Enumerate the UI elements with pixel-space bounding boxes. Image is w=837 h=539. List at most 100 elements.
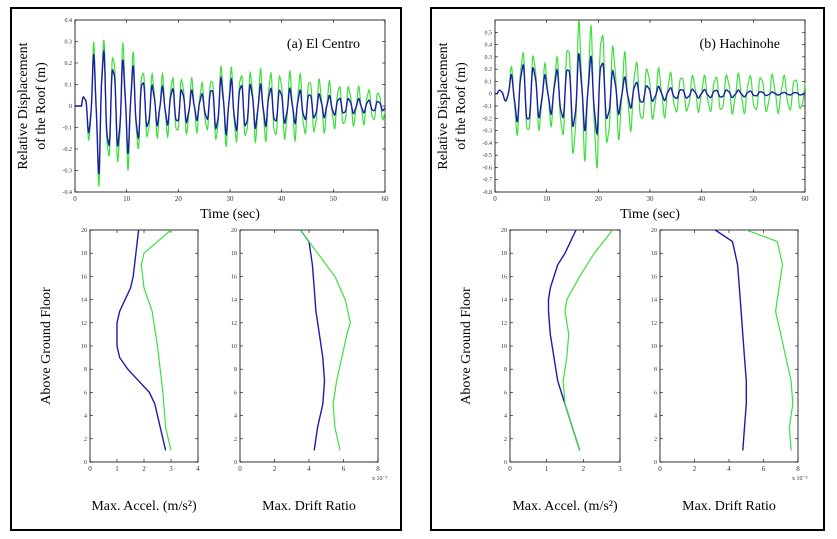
- x-tick-label: 30: [227, 195, 235, 203]
- y-tick-label: 0.1: [485, 79, 493, 85]
- x-tick-label: 50: [330, 195, 338, 203]
- plot-area: [509, 229, 621, 463]
- x-tick-label: 50: [750, 195, 758, 203]
- y-tick-label: 0: [654, 460, 657, 466]
- y-tick-label: 20: [81, 228, 87, 234]
- x-axis-label: Max. Drift Ratio: [682, 499, 776, 514]
- y-tick-label: 0.1: [65, 83, 73, 89]
- x-tick-label: 8: [796, 465, 800, 473]
- x-tick-label: 0: [508, 465, 512, 473]
- series-line-2: [746, 229, 794, 451]
- y-tick-label: 10: [81, 344, 87, 350]
- plot-area: [659, 229, 799, 463]
- x-tick-label: 30: [647, 195, 655, 203]
- y-tick-label: 10: [231, 344, 237, 350]
- y-tick-label: 18: [231, 251, 237, 257]
- x-axis-label: Max. Drift Ratio: [262, 499, 356, 514]
- y-tick-label: 16: [651, 274, 657, 280]
- y-tick-label: 0.4: [65, 18, 73, 24]
- x-tick-label: 0: [238, 465, 242, 473]
- x-multiplier: x 10⁻³: [792, 476, 808, 482]
- y-tick-label: 0: [234, 460, 237, 466]
- chart-a-2: 0 2 4 6 8 0 2 4 6 8 10 12 14 16 18 20 Max. Drift Ratio x …: [231, 228, 388, 514]
- plot-area: [239, 229, 379, 463]
- x-tick-label: 8: [376, 465, 380, 473]
- y-tick-label: 6: [84, 390, 87, 396]
- y-tick-label: 4: [84, 414, 87, 420]
- y-tick-label: -0.4: [63, 190, 73, 196]
- x-tick-label: 20: [175, 195, 183, 203]
- plot-area: [89, 229, 199, 463]
- y-tick-label: -0.3: [63, 169, 73, 175]
- y-tick-label: 12: [501, 321, 507, 327]
- y-tick-label: 0.2: [485, 67, 493, 73]
- x-tick-label: 2: [582, 465, 586, 473]
- x-tick-label: 40: [698, 195, 706, 203]
- y-axis-label: Above Ground Floor: [459, 287, 474, 405]
- y-tick-label: 0: [69, 104, 72, 110]
- y-tick-label: 10: [501, 344, 507, 350]
- x-tick-label: 40: [278, 195, 286, 203]
- y-axis-label-line1: Relative Displacement: [436, 42, 451, 169]
- y-tick-label: 18: [651, 251, 657, 257]
- x-tick-label: 4: [307, 465, 311, 473]
- y-tick-label: 4: [654, 414, 657, 420]
- chart-a-0: 0 10 20 30 40 50 60 -0.4 -0.3 -0.2 -0.1 0 0.1 0.2 0.3 0…: [16, 18, 389, 222]
- y-tick-label: 20: [651, 228, 657, 234]
- y-tick-label: -0.8: [483, 190, 493, 196]
- y-tick-label: 0: [489, 92, 492, 98]
- x-tick-label: 10: [123, 195, 131, 203]
- x-tick-label: 1: [115, 465, 119, 473]
- y-tick-label: 8: [234, 367, 237, 373]
- chart-title: (a) El Centro: [287, 37, 360, 52]
- panel-b-frame: [430, 7, 825, 531]
- chart-title: (b) Hachinohe: [700, 37, 780, 52]
- y-tick-label: -0.1: [483, 104, 493, 110]
- series-line-1: [75, 39, 386, 187]
- y-tick-label: 6: [654, 390, 657, 396]
- y-tick-label: 2: [504, 437, 507, 443]
- x-tick-label: 2: [142, 465, 146, 473]
- chart-b-3: 0 10 20 30 40 50 60 -0.8 -0.7 -0.6 -0.5 -0.4 -0.3 -0.…: [436, 19, 810, 222]
- y-tick-label: 12: [231, 321, 237, 327]
- y-tick-label: 2: [84, 437, 87, 443]
- y-tick-label: 4: [504, 414, 507, 420]
- x-tick-label: 2: [693, 465, 697, 473]
- y-axis-label-line2: of the Roof (m): [34, 62, 49, 150]
- y-tick-label: 0.3: [65, 40, 73, 46]
- y-tick-label: -0.1: [63, 126, 73, 132]
- x-tick-label: 6: [762, 465, 766, 473]
- y-tick-label: 0.2: [65, 61, 73, 67]
- y-tick-label: 0: [84, 460, 87, 466]
- y-axis-label-line1: Relative Displacement: [16, 42, 31, 169]
- y-tick-label: -0.4: [483, 141, 493, 147]
- y-tick-label: 14: [81, 298, 87, 304]
- x-tick-label: 0: [88, 465, 92, 473]
- series-line-1: [299, 229, 326, 451]
- y-axis-label-line2: of the Roof (m): [454, 62, 469, 150]
- y-tick-label: -0.6: [483, 165, 493, 171]
- series-line-2: [495, 53, 806, 137]
- series-line-2: [140, 229, 172, 451]
- y-axis-label: Above Ground Floor: [39, 287, 54, 405]
- y-tick-label: 16: [81, 274, 87, 280]
- y-tick-label: 16: [231, 274, 237, 280]
- series-line-1: [116, 229, 167, 451]
- x-tick-label: 1: [545, 465, 549, 473]
- y-tick-label: 14: [231, 298, 237, 304]
- y-tick-label: -0.2: [483, 116, 493, 122]
- x-tick-label: 2: [273, 465, 277, 473]
- x-tick-label: 60: [802, 195, 810, 203]
- x-axis-label: Max. Accel. (m/s²): [512, 499, 618, 514]
- y-tick-label: 14: [651, 298, 657, 304]
- y-tick-label: 14: [501, 298, 507, 304]
- x-tick-label: 6: [342, 465, 346, 473]
- y-tick-label: 0.4: [485, 43, 493, 49]
- y-tick-label: 2: [234, 437, 237, 443]
- y-tick-label: 8: [84, 367, 87, 373]
- x-tick-label: 60: [382, 195, 390, 203]
- y-tick-label: 10: [651, 344, 657, 350]
- x-axis-label: Max. Accel. (m/s²): [91, 499, 197, 514]
- y-tick-label: -0.3: [483, 129, 493, 135]
